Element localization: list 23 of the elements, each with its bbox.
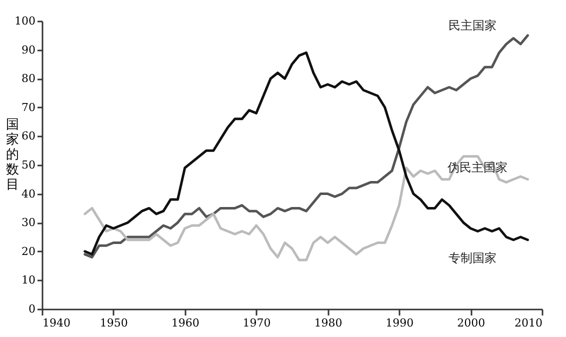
x-tick-label: 1950 — [100, 316, 128, 330]
y-tick-label: 20 — [22, 244, 36, 258]
x-tick-label: 1940 — [42, 316, 70, 330]
y-tick-label: 100 — [14, 14, 36, 28]
x-tick-label: 1990 — [386, 316, 414, 330]
y-axis-title: 国家的数目 — [6, 118, 19, 192]
y-tick-label: 50 — [22, 158, 36, 172]
x-tick-label: 1970 — [242, 316, 271, 330]
y-tick-label: 10 — [22, 274, 36, 287]
y-tick-label: 70 — [22, 100, 36, 114]
x-tick-label: 1960 — [171, 316, 200, 330]
x-tick-label: 2010 — [514, 316, 542, 330]
y-tick-label: 80 — [22, 72, 36, 86]
series-label: 伪民主国家 — [448, 160, 508, 174]
x-tick-label: 2000 — [457, 316, 486, 330]
y-tick-label: 40 — [22, 187, 36, 200]
x-tick-label: 1980 — [314, 316, 342, 330]
y-tick-label: 90 — [22, 43, 36, 56]
series-label: 专制国家 — [448, 250, 497, 265]
y-tick-label: 0 — [28, 302, 36, 316]
y-tick-label: 60 — [22, 130, 36, 143]
y-tick-label: 30 — [22, 216, 36, 230]
series-label: 民主国家 — [448, 18, 497, 32]
